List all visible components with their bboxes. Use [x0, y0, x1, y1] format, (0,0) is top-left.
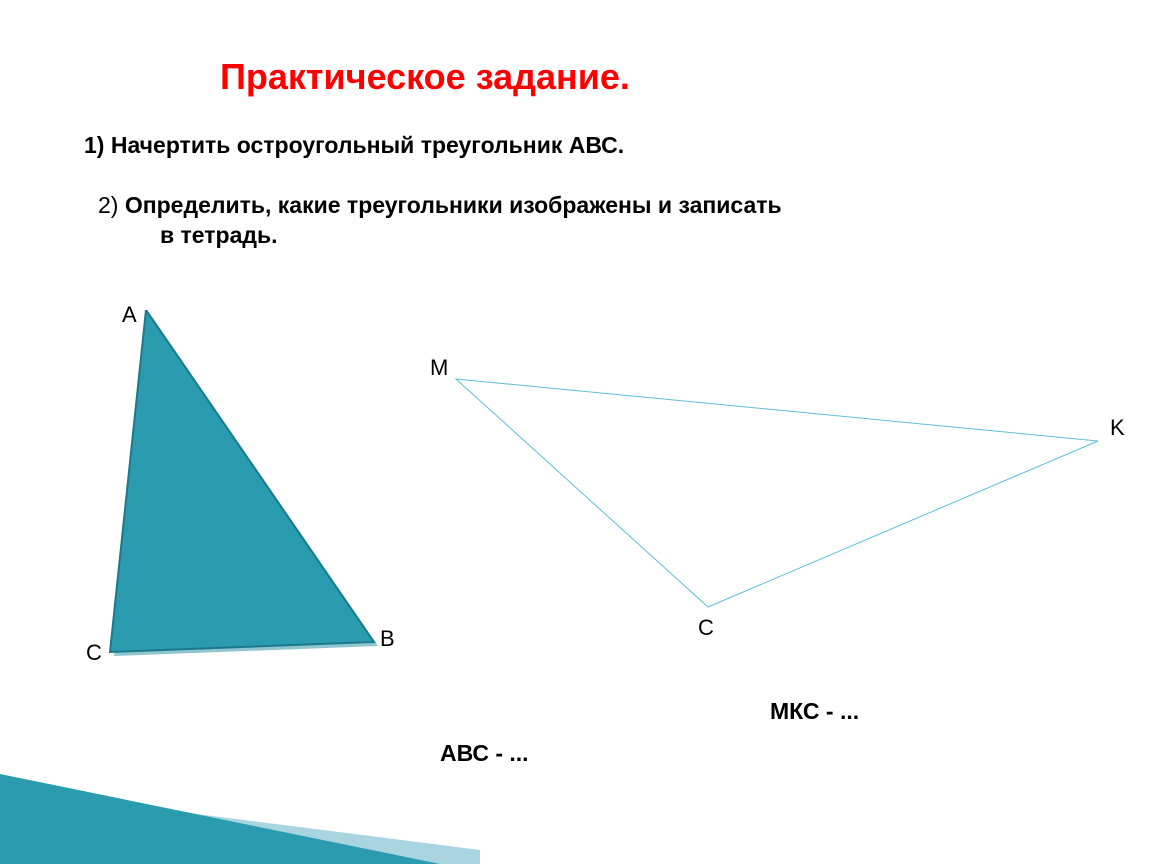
- vertex-label-b: B: [380, 626, 395, 652]
- slide-title: Практическое задание.: [220, 56, 630, 98]
- task-2-continuation: в тетрадь.: [160, 222, 278, 249]
- triangle-mkc-diagram: M K C: [428, 365, 1128, 665]
- triangle-abc-shape: [110, 310, 374, 652]
- task-2-number: 2): [98, 192, 125, 218]
- corner-decoration: [0, 734, 480, 864]
- vertex-label-k: K: [1110, 415, 1125, 441]
- vertex-label-c: C: [86, 640, 102, 666]
- task-2-text: 2) Определить, какие треугольники изобра…: [98, 192, 782, 219]
- vertex-label-a: A: [122, 302, 137, 328]
- vertex-label-m: M: [430, 355, 448, 381]
- vertex-label-c2: C: [698, 615, 714, 641]
- triangle-abc-diagram: A B C: [86, 310, 406, 690]
- task-2-main: Определить, какие треугольники изображен…: [125, 192, 782, 218]
- task-1-text: 1) Начертить остроугольный треугольник А…: [84, 132, 624, 159]
- triangle-mkc-svg: [428, 365, 1128, 665]
- answer-mkc: МКС - ...: [770, 698, 859, 725]
- triangle-abc-svg: [86, 310, 406, 690]
- triangle-mkc-shape: [456, 379, 1098, 607]
- decoration-main: [0, 774, 440, 864]
